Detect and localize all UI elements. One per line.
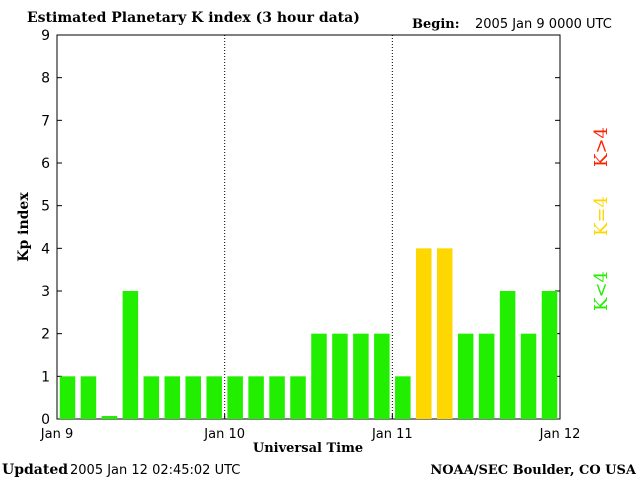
legend-k-gt-4: K>4 — [591, 127, 612, 167]
y-tick-label: 4 — [41, 241, 50, 257]
kp-bar — [478, 333, 495, 419]
kp-bar — [269, 376, 285, 419]
kp-bar — [520, 333, 537, 419]
kp-bar — [436, 248, 453, 419]
legend-k-lt-4: K<4 — [591, 271, 612, 311]
plot-area: 0 1 2 3 4 5 6 7 8 9 Jan 9 Jan 10 Jan 11 Jan 12 — [40, 28, 581, 442]
begin-label: Begin: — [412, 17, 460, 32]
kp-bar — [395, 376, 411, 419]
kp-bar — [332, 333, 348, 419]
kp-bar — [457, 333, 474, 419]
y-tick-label: 1 — [41, 369, 50, 385]
chart-title: Estimated Planetary K index (3 hour data… — [27, 10, 360, 26]
y-tick-label: 8 — [41, 71, 50, 87]
plot-frame — [56, 34, 561, 420]
kp-bar — [122, 291, 139, 419]
y-tick-label: 5 — [41, 199, 50, 215]
y-tick-label: 3 — [41, 284, 50, 300]
kp-bar — [416, 248, 432, 419]
x-tick-label: Jan 11 — [371, 427, 413, 442]
updated-label: Updated — [2, 462, 68, 478]
credit-text: NOAA/SEC Boulder, CO USA — [430, 463, 637, 478]
kp-bar — [164, 376, 181, 419]
kp-bar — [80, 376, 97, 419]
kp-bar — [311, 333, 327, 419]
legend: K>4 K=4 K<4 — [591, 127, 612, 311]
kp-bar — [143, 376, 160, 419]
kp-bar — [290, 376, 306, 419]
y-tick-label: 7 — [41, 113, 50, 129]
y-tick-label: 2 — [41, 327, 50, 343]
kp-bar — [248, 376, 264, 419]
legend-k-eq-4: K=4 — [591, 196, 612, 236]
kp-bar — [185, 376, 201, 419]
kp-bar — [353, 333, 369, 419]
x-axis-label: Universal Time — [253, 441, 363, 456]
updated-value: 2005 Jan 12 02:45:02 UTC — [70, 463, 240, 478]
y-tick-label: 9 — [41, 28, 50, 44]
x-tick-label: Jan 10 — [203, 427, 245, 442]
x-tick-label: Jan 9 — [40, 427, 73, 442]
y-tick-label: 0 — [41, 412, 50, 428]
kp-bar — [227, 376, 243, 419]
x-tick-label: Jan 12 — [539, 427, 581, 442]
kp-bar — [206, 376, 222, 419]
kp-bar — [101, 416, 118, 419]
begin-value: 2005 Jan 9 0000 UTC — [475, 17, 612, 32]
y-axis-label: Kp index — [16, 192, 32, 262]
y-tick-label: 6 — [41, 156, 50, 172]
kp-bar — [374, 333, 390, 419]
kp-bar — [499, 291, 516, 419]
kp-bar — [541, 291, 558, 419]
kp-bar — [59, 376, 76, 419]
